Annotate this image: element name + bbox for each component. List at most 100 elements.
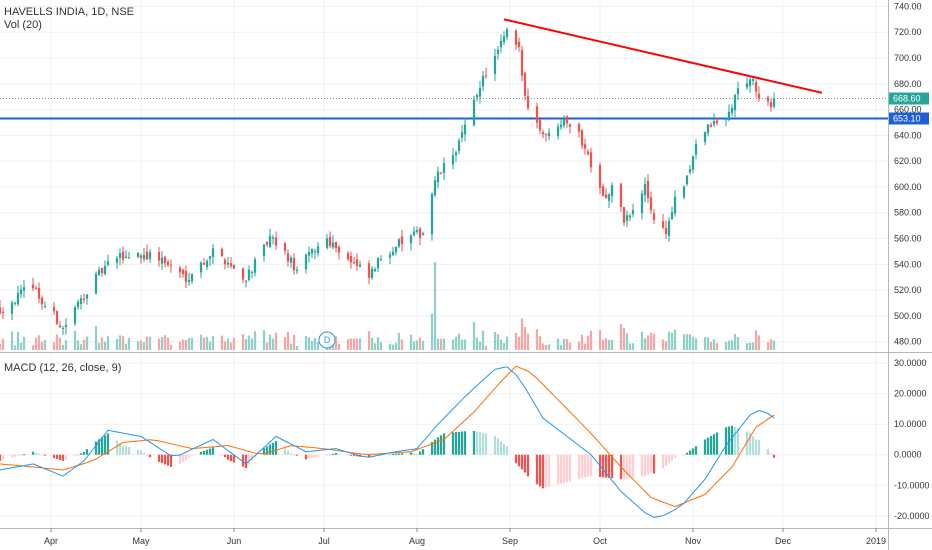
histogram-bar bbox=[1, 454, 5, 461]
volume-bar bbox=[22, 337, 26, 350]
macd-legend[interactable]: MACD (12, 26, close, 9) bbox=[4, 362, 121, 375]
histogram-bar bbox=[691, 448, 695, 455]
candle-body bbox=[82, 298, 86, 300]
histogram-bar bbox=[211, 447, 215, 455]
candle-body bbox=[274, 237, 278, 246]
candle-body bbox=[286, 253, 290, 262]
candle-body bbox=[58, 325, 62, 328]
histogram-bar bbox=[121, 445, 125, 455]
volume-bar bbox=[409, 334, 413, 350]
histogram-bar bbox=[628, 454, 632, 479]
volume-bar bbox=[304, 335, 308, 350]
candle-body bbox=[493, 55, 497, 74]
symbol-title[interactable]: HAVELLS INDIA, 1D, NSE bbox=[4, 6, 135, 18]
volume-bar bbox=[199, 334, 203, 350]
candle-body bbox=[94, 274, 98, 294]
histogram-bar bbox=[496, 438, 500, 455]
volume-bar bbox=[64, 340, 68, 350]
histogram-bar bbox=[160, 454, 164, 464]
histogram-bar bbox=[118, 442, 122, 455]
histogram-bar bbox=[370, 454, 374, 457]
volume-bar bbox=[148, 336, 152, 350]
histogram-bar bbox=[415, 453, 419, 455]
volume-bar bbox=[202, 337, 206, 350]
histogram-bar bbox=[751, 436, 755, 455]
histogram-bar bbox=[388, 454, 392, 456]
histogram-bar bbox=[289, 453, 293, 455]
volume-bar bbox=[310, 341, 314, 350]
price-tick-label: 640.00 bbox=[894, 130, 922, 140]
candle-body bbox=[682, 186, 686, 198]
volume-bar bbox=[295, 346, 299, 350]
histogram-bar bbox=[472, 430, 476, 455]
candle-body bbox=[556, 126, 560, 136]
histogram-bar bbox=[451, 432, 455, 455]
volume-bar bbox=[313, 337, 317, 350]
volume-bar bbox=[496, 334, 500, 350]
time-tick-label: Jun bbox=[227, 536, 242, 546]
volume-bar bbox=[736, 337, 740, 350]
volume-bar bbox=[163, 335, 167, 350]
histogram-bar bbox=[367, 454, 371, 458]
histogram-bar bbox=[601, 454, 605, 478]
volume-bar bbox=[682, 334, 686, 350]
candle-body bbox=[106, 261, 110, 265]
histogram-bar bbox=[187, 454, 191, 458]
volume-bar bbox=[274, 332, 278, 350]
histogram-bar bbox=[10, 454, 14, 458]
grid bbox=[0, 0, 888, 528]
price-tick-label: 700.00 bbox=[894, 53, 922, 63]
candle-body bbox=[772, 98, 776, 107]
candle-body bbox=[205, 260, 209, 268]
histogram-bar bbox=[661, 454, 665, 469]
histogram-bar bbox=[589, 454, 593, 477]
candle-body bbox=[751, 78, 755, 81]
volume-bar bbox=[226, 338, 230, 350]
candle-body bbox=[457, 140, 461, 151]
candle-body bbox=[43, 305, 47, 308]
volume-bar bbox=[622, 327, 626, 350]
volume-bar bbox=[631, 343, 635, 350]
histogram-bar bbox=[310, 454, 314, 459]
histogram-bar bbox=[772, 454, 776, 458]
volume-bar bbox=[115, 339, 119, 350]
volume-bar bbox=[334, 336, 338, 350]
volume-bar bbox=[430, 313, 434, 350]
candle-body bbox=[220, 248, 224, 257]
volume-bar bbox=[583, 343, 587, 350]
price-tick-label: 580.00 bbox=[894, 208, 922, 218]
candle-body bbox=[748, 79, 752, 86]
candle-body bbox=[226, 262, 230, 265]
histogram-bar bbox=[94, 441, 98, 455]
candle-body bbox=[514, 30, 518, 45]
candle-body bbox=[589, 152, 593, 168]
volume-legend[interactable]: Vol (20) bbox=[4, 19, 42, 31]
histogram-bar bbox=[226, 454, 230, 460]
histogram-bar bbox=[325, 454, 329, 456]
candle-body bbox=[622, 206, 626, 223]
candle-body bbox=[709, 124, 713, 127]
volume-bar bbox=[397, 333, 401, 350]
histogram-bar bbox=[85, 449, 89, 455]
price-tick-label: 620.00 bbox=[894, 156, 922, 166]
volume-bar bbox=[223, 341, 227, 350]
candle-body bbox=[64, 324, 68, 328]
volume-bar bbox=[373, 343, 377, 350]
histogram-bar bbox=[61, 454, 65, 461]
histogram-bar bbox=[526, 454, 530, 477]
histogram-bar bbox=[100, 437, 104, 455]
volume-bar bbox=[244, 339, 248, 350]
macd-tick-label: 0.0000 bbox=[894, 450, 922, 460]
candle-body bbox=[664, 228, 668, 235]
volume-bar bbox=[16, 331, 20, 350]
candle-body bbox=[394, 246, 398, 253]
price-tick-label: 600.00 bbox=[894, 182, 922, 192]
volume-bar bbox=[211, 336, 215, 350]
macd-tick-label: -20.0000 bbox=[894, 511, 930, 521]
candle-body bbox=[568, 124, 572, 127]
candle-body bbox=[37, 287, 41, 299]
time-tick-label: Oct bbox=[593, 536, 608, 546]
histogram-bar bbox=[229, 454, 233, 462]
histogram-bar bbox=[139, 450, 143, 455]
